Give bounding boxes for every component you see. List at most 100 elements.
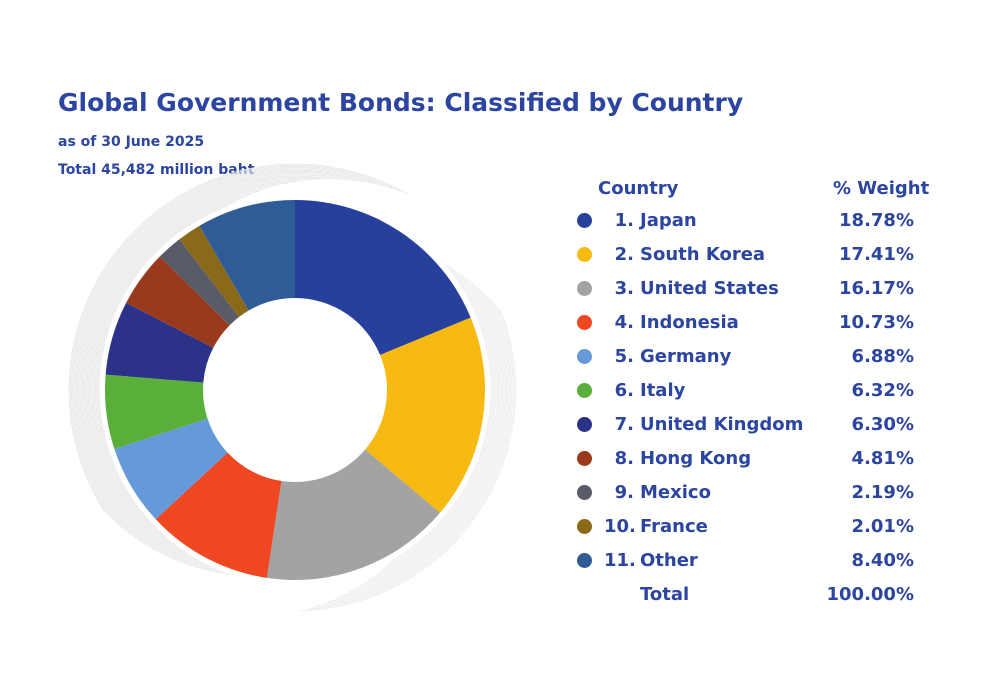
- legend-rank: 6.: [614, 380, 634, 401]
- legend-swatch: [577, 315, 592, 330]
- swirl-line: [384, 267, 494, 568]
- legend-swatch: [577, 349, 592, 364]
- legend-item-hong-kong: 8. Hong Kong 4.81%: [568, 446, 948, 480]
- swirl-line: [86, 181, 296, 561]
- swirl-line: [87, 182, 288, 563]
- swirl-line: [358, 280, 502, 587]
- swirl-line: [90, 186, 274, 567]
- swirl-line: [71, 166, 394, 521]
- legend-item-japan: 1. Japan 18.78%: [568, 208, 948, 242]
- legend-label: Germany: [640, 346, 732, 367]
- legend-label: United States: [640, 278, 779, 299]
- legend-header: Country % Weight: [568, 176, 948, 208]
- legend-rows: 1. Japan 18.78% 2. South Korea 17.41% 3. United…: [568, 208, 948, 582]
- legend-label: Italy: [640, 380, 686, 401]
- legend-value: 18.78%: [839, 210, 914, 231]
- swirl-line: [317, 301, 513, 607]
- legend-rank: 7.: [614, 414, 634, 435]
- swirl-line: [348, 285, 505, 593]
- as-of-date: as of 30 June 2025: [58, 134, 205, 150]
- swirl-line: [84, 179, 310, 557]
- swirl-line: [78, 173, 348, 542]
- swirl-line: [96, 198, 241, 573]
- legend-total-value: 100.00%: [826, 584, 915, 605]
- chart-legend: Country % Weight 1. Japan 18.78% 2. South Ko…: [568, 176, 948, 616]
- legend-rank: 4.: [614, 312, 634, 333]
- swirl-line: [323, 298, 511, 605]
- legend-swatch: [577, 553, 592, 568]
- swirl-line: [85, 180, 303, 559]
- swirl-line: [81, 176, 325, 551]
- legend-swatch: [577, 213, 592, 228]
- legend-total-row: Total 100.00%: [568, 582, 948, 616]
- swirl-line: [380, 269, 496, 571]
- swirl-line: [73, 168, 379, 528]
- chart-title: Global Government Bonds: Classified by C…: [58, 88, 744, 117]
- legend-rank: 5.: [614, 346, 634, 367]
- swirl-line: [344, 287, 506, 595]
- slice-united-states: [266, 449, 440, 580]
- slice-italy: [105, 374, 208, 450]
- slice-south-korea: [365, 317, 485, 513]
- legend-label: United Kingdom: [640, 414, 804, 435]
- slice-japan: [295, 200, 471, 355]
- swirl-line: [312, 304, 514, 608]
- legend-swatch: [577, 451, 592, 466]
- background-swirl: [68, 163, 517, 612]
- swirl-line: [338, 290, 507, 598]
- swirl-line: [97, 202, 235, 574]
- legend-rank: 11.: [604, 550, 636, 571]
- swirl-line: [98, 205, 229, 575]
- legend-rank: 1.: [614, 210, 634, 231]
- legend-rank: 3.: [614, 278, 634, 299]
- legend-swatch: [577, 417, 592, 432]
- slice-france: [179, 225, 249, 317]
- legend-swatch: [577, 485, 592, 500]
- swirl-line: [93, 193, 254, 571]
- legend-item-germany: 5. Germany 6.88%: [568, 344, 948, 378]
- legend-rank: 9.: [614, 482, 634, 503]
- swirl-line: [77, 171, 356, 539]
- legend-label: Indonesia: [640, 312, 739, 333]
- swirl-line: [83, 178, 318, 554]
- legend-label: France: [640, 516, 708, 537]
- swirl-line: [333, 293, 509, 600]
- legend-value: 6.88%: [851, 346, 914, 367]
- swirl-line: [367, 275, 500, 581]
- slice-germany: [114, 418, 228, 520]
- legend-label: Japan: [640, 210, 697, 231]
- legend-label: Mexico: [640, 482, 711, 503]
- legend-item-france: 10. France 2.01%: [568, 514, 948, 548]
- legend-item-united-states: 3. United States 16.17%: [568, 276, 948, 310]
- slice-other: [199, 200, 295, 311]
- swirl-line: [75, 170, 363, 536]
- legend-item-mexico: 9. Mexico 2.19%: [568, 480, 948, 514]
- legend-swatch: [577, 519, 592, 534]
- slice-indonesia: [155, 452, 282, 578]
- swirl-line: [95, 195, 247, 572]
- legend-label: Hong Kong: [640, 448, 752, 469]
- swirl-line: [328, 295, 510, 602]
- legend-header-country: Country: [598, 178, 679, 199]
- legend-value: 4.81%: [851, 448, 914, 469]
- swirl-line: [92, 190, 260, 570]
- swirl-line: [392, 263, 492, 561]
- swirl-line: [72, 167, 386, 525]
- swirl-line: [69, 164, 401, 516]
- swirl-line: [388, 265, 493, 564]
- legend-value: 6.32%: [851, 380, 914, 401]
- legend-item-other: 11. Other 8.40%: [568, 548, 948, 582]
- swirl-line: [363, 278, 501, 584]
- legend-header-weight: % Weight: [833, 178, 930, 199]
- legend-rank: 2.: [614, 244, 634, 265]
- swirl-line: [68, 163, 409, 512]
- legend-swatch: [577, 281, 592, 296]
- swirl-line: [306, 307, 515, 610]
- legend-label: Other: [640, 550, 698, 571]
- swirl-line: [300, 310, 517, 612]
- swirl-line: [79, 174, 340, 546]
- legend-value: 2.01%: [851, 516, 914, 537]
- swirl-line: [74, 169, 371, 532]
- swirl-line: [353, 282, 504, 590]
